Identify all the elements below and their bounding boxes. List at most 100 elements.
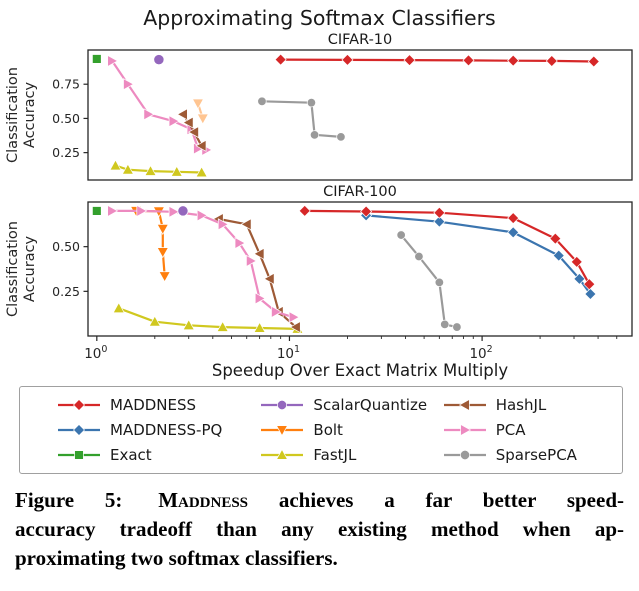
pca-marker — [107, 54, 119, 68]
legend-label-hashjl: HashJL — [495, 396, 547, 414]
bolt-marker — [156, 247, 169, 259]
caption-line-2: accuracy tradeoff than any existing meth… — [15, 516, 624, 541]
y-tick-label: 0.25 — [52, 284, 80, 299]
series-fastjl — [112, 302, 304, 334]
y-axis: 0.25 0.50 — [52, 239, 88, 299]
fastjl-marker — [112, 302, 125, 314]
maddness-pq-marker — [573, 272, 586, 285]
y-axis-label: Classification — [5, 221, 21, 317]
pca-marker — [136, 204, 148, 218]
fastjl-marker — [170, 165, 183, 177]
y-tick-label: 0.25 — [52, 145, 80, 160]
exact-marker-sample — [58, 450, 100, 460]
pca-marker — [288, 311, 300, 324]
subplot-title: CIFAR-10 — [328, 32, 393, 48]
legend-label-exact: Exact — [110, 446, 152, 464]
series-line — [118, 307, 298, 330]
caption-method-name: Maddness — [158, 488, 249, 512]
pca-marker — [271, 305, 283, 318]
legend: MADDNESS MADDNESS-PQ Exact ScalarQuantize Bo… — [19, 386, 623, 474]
sparsepca-legend-marker — [459, 449, 470, 461]
legend-label-maddness: MADDNESS — [110, 396, 197, 414]
fastjl-marker — [121, 163, 134, 175]
sparsepca-marker — [452, 322, 462, 332]
legend-item-maddness-pq: MADDNESS-PQ — [56, 421, 253, 439]
maddness-pq-legend-marker — [73, 424, 85, 436]
pca-marker-sample — [443, 423, 486, 437]
sparsepca-marker — [440, 319, 450, 329]
maddness-marker — [583, 278, 596, 291]
legend-item-bolt: Bolt — [259, 421, 435, 439]
maddness-marker — [360, 205, 373, 218]
x-axis: 100 101 102 — [84, 336, 618, 362]
hashjl-marker-sample — [443, 398, 486, 412]
x-tick-label: 102 — [469, 344, 492, 362]
plot-box — [87, 49, 633, 181]
x-axis-label: Speedup Over Exact Matrix Multiply — [212, 361, 509, 380]
series-scalarquantize — [177, 205, 189, 217]
sparsepca-marker-sample — [443, 449, 486, 461]
chart-cifar-10: CIFAR-10 0.25 0.50 0.75 Classification Accura… — [5, 32, 633, 181]
sparsepca-marker — [306, 98, 317, 108]
exact-marker — [92, 54, 102, 64]
hashjl-marker — [240, 218, 252, 231]
sparsepca-marker — [309, 130, 320, 140]
series-scalarquantize — [153, 54, 165, 66]
bolt-marker — [191, 98, 205, 110]
series-sparsepca — [396, 230, 462, 332]
series-sparsepca — [257, 96, 346, 142]
legend-label-scalarquantize: ScalarQuantize — [313, 396, 428, 414]
series-line — [261, 100, 341, 138]
series-exact — [92, 206, 102, 216]
caption-line-1: Figure 5: Maddness achieves a far better… — [15, 486, 624, 515]
exact-marker — [92, 206, 102, 216]
fastjl-marker — [216, 320, 229, 332]
pca-marker — [107, 204, 119, 218]
legend-label-maddness-pq: MADDNESS-PQ — [110, 421, 223, 439]
series-maddness — [274, 53, 600, 68]
fastjl-marker — [253, 321, 266, 333]
legend-label-pca: PCA — [495, 421, 526, 439]
pca-marker — [246, 254, 258, 268]
maddness-marker — [433, 206, 446, 219]
y-tick-label: 0.75 — [52, 77, 80, 92]
maddness-marker — [462, 54, 475, 67]
subplot-title: CIFAR-100 — [323, 184, 397, 200]
fastjl-marker — [109, 159, 122, 171]
y-axis-label: Classification — [5, 67, 21, 163]
scalarquantize-marker — [153, 54, 165, 66]
maddness-pq-marker — [507, 226, 520, 239]
maddness-marker — [545, 54, 558, 67]
legend-label-fastjl: FastJL — [313, 446, 357, 464]
maddness-marker — [587, 55, 600, 68]
bolt-legend-marker — [276, 425, 289, 437]
caption-figure-label: Figure 5: — [15, 488, 123, 512]
maddness-pq-marker — [552, 249, 565, 262]
maddness-pq-marker-sample — [58, 424, 100, 436]
series-hashjl — [176, 108, 207, 152]
maddness-marker — [507, 54, 520, 67]
legend-item-maddness: MADDNESS — [56, 396, 253, 414]
sparsepca-marker — [257, 96, 267, 106]
pca-marker — [196, 209, 208, 222]
fastjl-marker — [148, 315, 161, 327]
fastjl-marker — [144, 164, 157, 176]
hashjl-marker — [195, 139, 207, 152]
plot-box — [87, 201, 633, 337]
bolt-marker — [196, 113, 209, 125]
series-fastjl — [109, 159, 208, 178]
caption-text: achieves a far better speed- — [278, 488, 624, 512]
pca-legend-marker — [459, 423, 471, 437]
fastjl-legend-marker — [276, 448, 289, 460]
hashjl-marker — [263, 272, 275, 285]
maddness-legend-marker — [73, 399, 85, 411]
pca-marker — [123, 78, 135, 91]
pca-marker — [168, 205, 180, 218]
x-tick-label: 101 — [277, 344, 300, 362]
hashjl-marker — [187, 126, 199, 139]
sparsepca-marker — [434, 277, 444, 288]
series-bolt — [191, 98, 209, 125]
maddness-pq-marker — [433, 215, 446, 228]
legend-item-exact: Exact — [56, 446, 253, 464]
